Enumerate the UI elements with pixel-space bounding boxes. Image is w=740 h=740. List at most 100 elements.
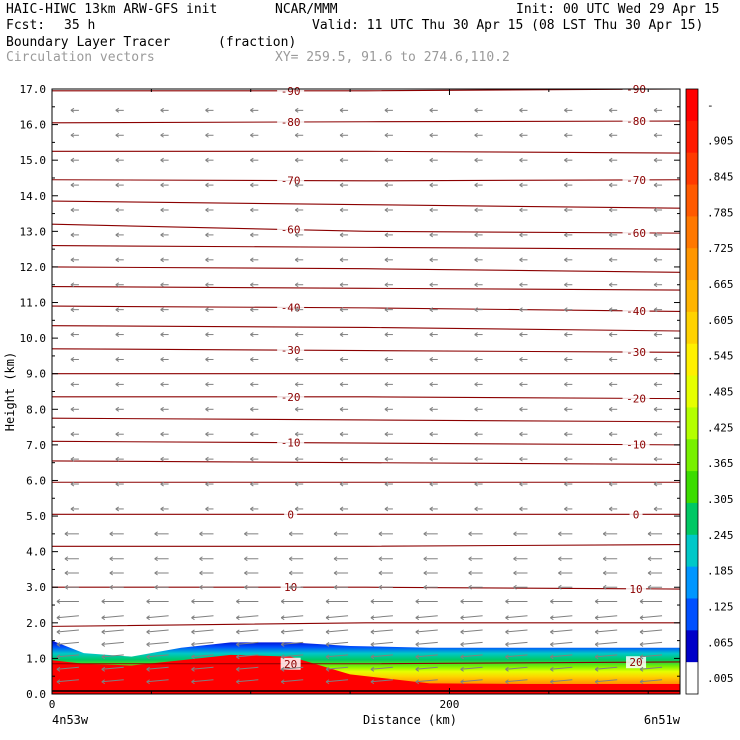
- wind-arrowhead: [160, 232, 164, 238]
- contour-label: -90: [281, 85, 301, 98]
- colorbar-label: .605: [707, 314, 734, 327]
- wind-arrowhead: [653, 406, 658, 412]
- tracer-core: [52, 654, 680, 694]
- forecast-hours: 35 h: [64, 18, 96, 33]
- wind-arrowhead: [160, 207, 164, 213]
- wind-arrowhead: [564, 307, 568, 313]
- wind-arrowhead: [564, 456, 568, 462]
- wind-arrowhead: [70, 431, 75, 437]
- wind-arrowhead: [519, 257, 523, 263]
- wind-arrowhead: [244, 570, 248, 576]
- wind-vector: [101, 629, 124, 633]
- wind-arrowhead: [384, 157, 389, 163]
- wind-vector: [460, 629, 483, 633]
- wind-arrowhead: [519, 157, 523, 163]
- wind-vector: [640, 641, 663, 645]
- wind-vector: [101, 666, 124, 670]
- colorbar-swatch: [686, 566, 698, 599]
- wind-vector: [640, 666, 663, 670]
- wind-arrowhead: [333, 556, 338, 562]
- wind-arrowhead: [519, 132, 523, 138]
- wind-vector: [146, 666, 169, 670]
- wind-vector: [326, 654, 349, 658]
- wind-arrowhead: [474, 257, 478, 263]
- wind-arrowhead: [429, 132, 434, 138]
- wind-arrowhead: [294, 132, 299, 138]
- colorbar-swatch: [686, 534, 698, 568]
- colorbar-label: .065: [707, 636, 734, 649]
- wind-arrowhead: [474, 157, 478, 163]
- wind-vector: [415, 615, 438, 619]
- colorbar-label: .785: [707, 206, 734, 219]
- wind-arrowhead: [370, 629, 375, 635]
- wind-arrowhead: [423, 531, 428, 537]
- wind-arrowhead: [294, 431, 299, 437]
- wind-arrowhead: [154, 570, 158, 576]
- wind-arrowhead: [325, 629, 330, 635]
- wind-arrowhead: [564, 182, 568, 188]
- wind-vector: [505, 641, 528, 645]
- wind-arrowhead: [115, 107, 120, 113]
- contour-label-bg: [626, 582, 647, 595]
- contour-label: -60: [626, 227, 646, 240]
- wind-vector: [370, 615, 393, 619]
- wind-vector: [56, 679, 79, 683]
- wind-arrowhead: [429, 157, 434, 163]
- wind-vector: [505, 679, 528, 683]
- wind-arrowhead: [339, 357, 344, 362]
- wind-arrowhead: [339, 381, 344, 387]
- wind-arrowhead: [70, 381, 75, 387]
- colorbar-swatch: [686, 184, 698, 217]
- wind-arrowhead: [608, 307, 613, 313]
- wind-vector: [415, 679, 438, 683]
- wind-vector: [56, 654, 79, 658]
- colorbar-label: .485: [707, 386, 734, 399]
- wind-arrowhead: [101, 599, 106, 604]
- wind-arrowhead: [505, 654, 509, 660]
- wind-arrowhead: [468, 570, 472, 576]
- wind-arrowhead: [64, 570, 69, 576]
- wind-arrowhead: [378, 570, 383, 576]
- wind-arrowhead: [109, 584, 114, 590]
- wind-arrowhead: [115, 307, 120, 313]
- colorbar-swatch: [686, 248, 698, 281]
- wind-arrowhead: [250, 232, 254, 238]
- wind-arrowhead: [339, 406, 344, 412]
- wind-arrowhead: [519, 456, 523, 462]
- wind-arrowhead: [160, 157, 164, 163]
- wind-vector: [326, 641, 349, 645]
- wind-arrowhead: [160, 107, 164, 113]
- wind-vector: [505, 615, 528, 619]
- wind-arrowhead: [294, 257, 299, 263]
- colorbar-label: .665: [707, 278, 734, 291]
- wind-arrowhead: [205, 357, 209, 362]
- wind-arrowhead: [294, 182, 299, 188]
- wind-arrowhead: [505, 629, 509, 635]
- wind-arrowhead: [154, 556, 158, 562]
- wind-arrowhead: [653, 232, 658, 238]
- y-tick-label: 2.0: [26, 617, 46, 630]
- contour-label: -20: [626, 392, 646, 405]
- wind-arrowhead: [339, 257, 344, 263]
- wind-arrowhead: [429, 207, 434, 213]
- wind-arrowhead: [160, 307, 164, 313]
- contour-label-bg: [629, 508, 643, 521]
- wind-arrowhead: [236, 654, 240, 660]
- wind-arrowhead: [205, 456, 209, 462]
- wind-vector: [640, 679, 663, 683]
- wind-vector: [415, 629, 438, 633]
- colorbar-label: -: [707, 99, 714, 112]
- wind-vector: [101, 679, 124, 683]
- wind-arrowhead: [594, 654, 599, 660]
- wind-arrowhead: [550, 615, 554, 621]
- wind-arrowhead: [339, 456, 344, 462]
- wind-arrowhead: [384, 107, 389, 113]
- wind-vector: [281, 666, 304, 670]
- wind-arrowhead: [236, 629, 240, 635]
- wind-arrowhead: [339, 431, 344, 437]
- temperature-contour: [52, 396, 681, 400]
- wind-arrowhead: [294, 332, 299, 337]
- wind-arrowhead: [70, 357, 75, 362]
- contour-label: 0: [633, 508, 640, 521]
- wind-vector: [550, 679, 573, 683]
